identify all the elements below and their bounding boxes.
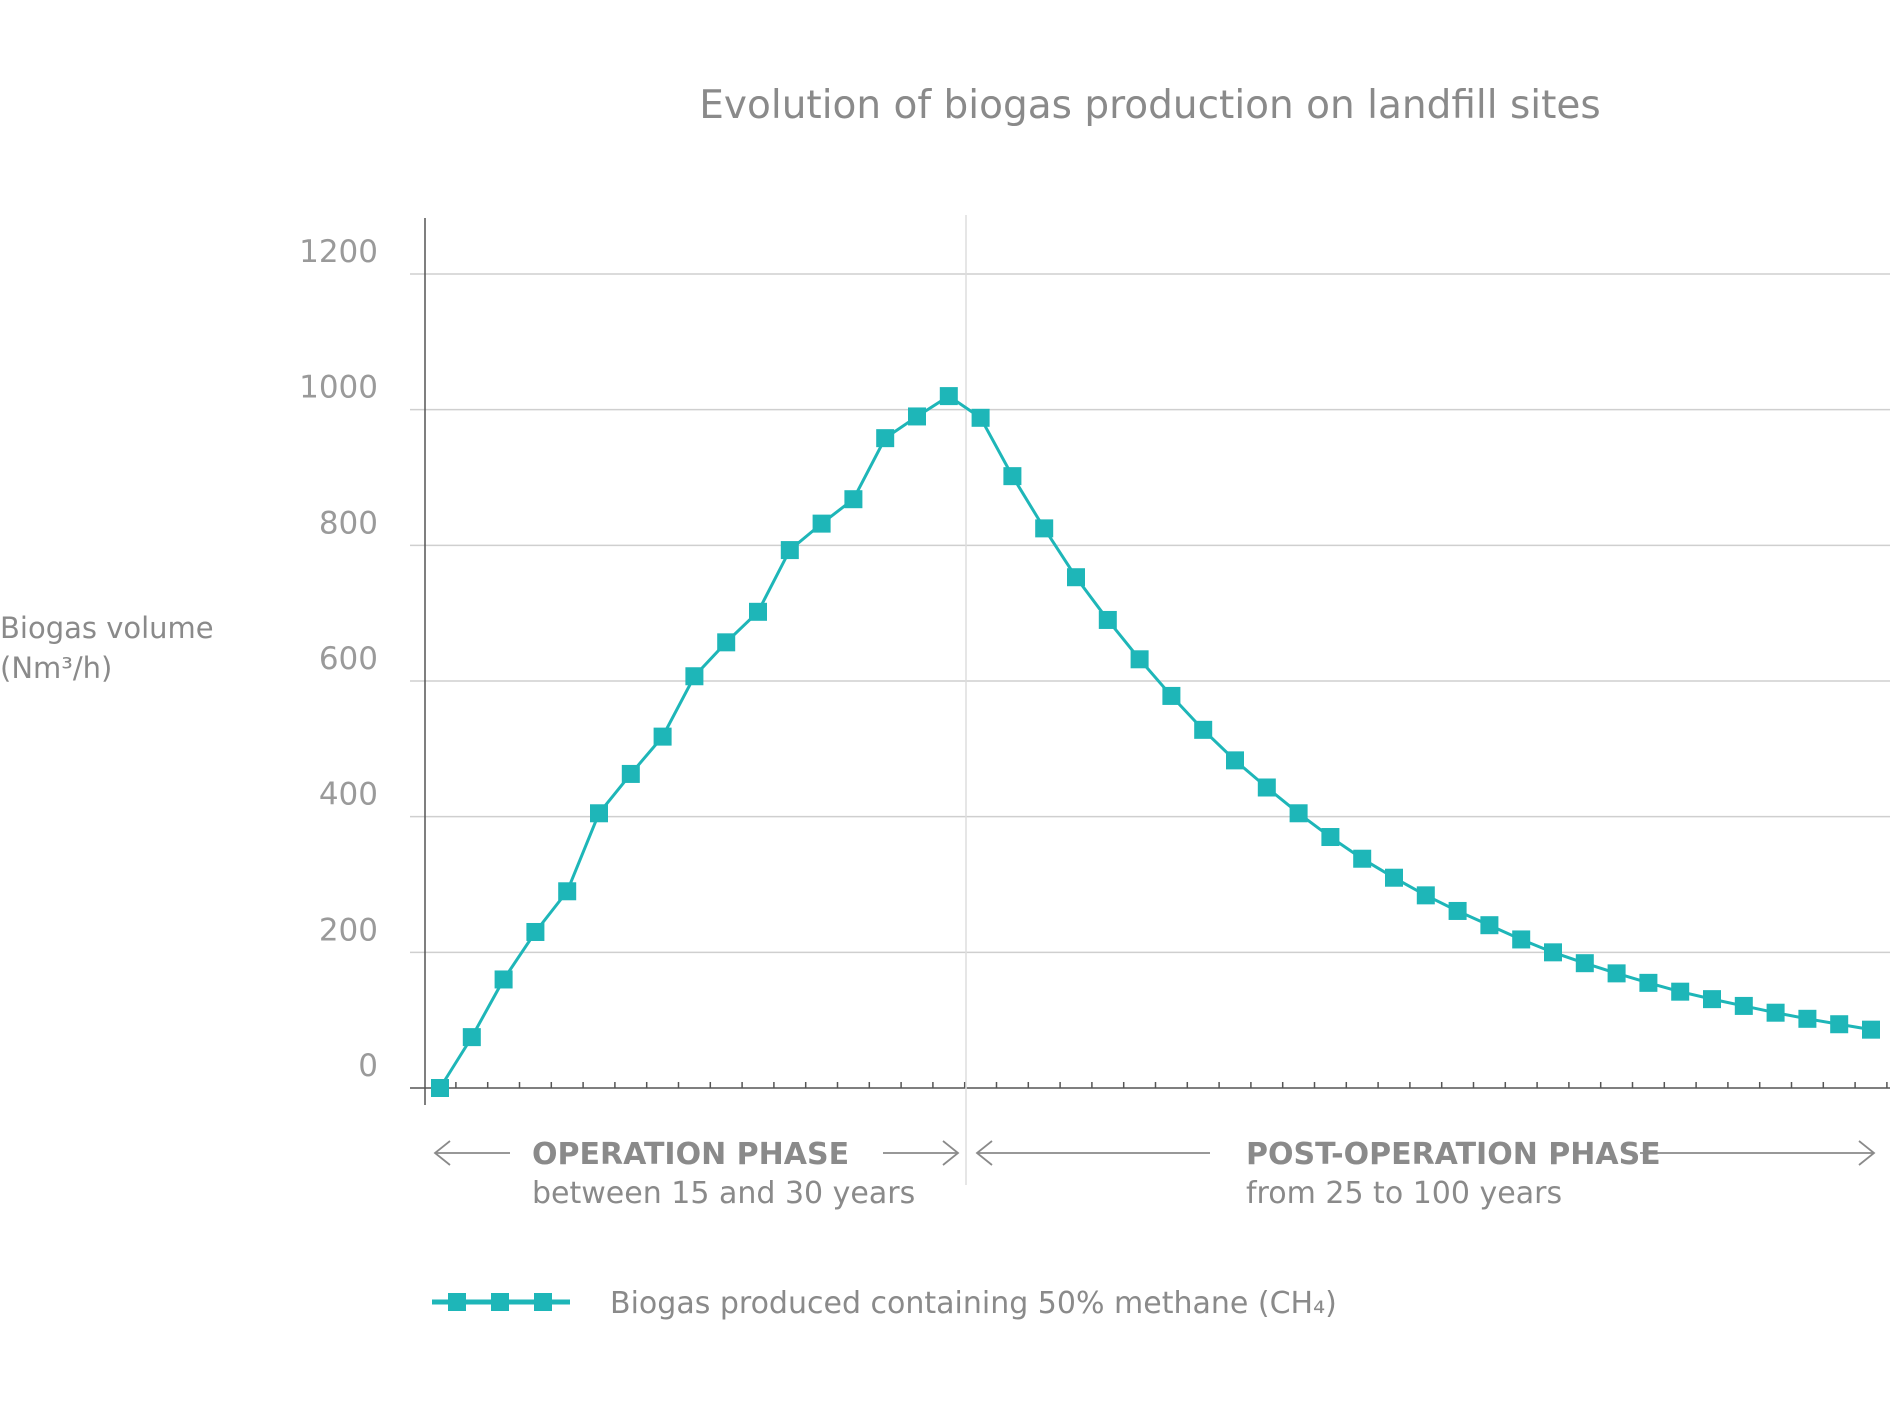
data-point bbox=[1162, 686, 1181, 705]
chart-title: Evolution of biogas production on landfi… bbox=[699, 83, 1600, 128]
data-point bbox=[780, 541, 799, 560]
operation-phase-title: OPERATION PHASE bbox=[532, 1137, 849, 1172]
data-point bbox=[1067, 568, 1085, 587]
y-axis-label-line2: (Nm³/h) bbox=[0, 651, 112, 685]
data-point bbox=[717, 633, 736, 652]
data-point bbox=[1289, 804, 1308, 823]
data-point bbox=[1035, 519, 1054, 538]
data-point bbox=[685, 667, 704, 686]
data-point bbox=[653, 727, 672, 746]
data-point bbox=[812, 514, 831, 533]
operation-phase-subtitle: between 15 and 30 years bbox=[532, 1176, 915, 1211]
data-point bbox=[526, 922, 545, 941]
data-point bbox=[1512, 930, 1531, 949]
x-axis-ticks bbox=[455, 1082, 1888, 1088]
y-tick-label: 1000 bbox=[299, 370, 378, 406]
operation-right-arrowhead bbox=[942, 1140, 960, 1166]
series-line bbox=[438, 394, 1872, 1089]
gridlines bbox=[410, 273, 1890, 954]
data-point bbox=[876, 429, 895, 448]
data-point bbox=[1607, 964, 1626, 983]
data-point bbox=[1321, 828, 1340, 847]
data-point bbox=[1862, 1020, 1880, 1039]
data-point bbox=[1416, 886, 1435, 905]
data-point bbox=[1226, 751, 1244, 770]
y-tick-label: 800 bbox=[319, 505, 378, 541]
post-operation-phase-subtitle: from 25 to 100 years bbox=[1246, 1176, 1562, 1211]
data-point bbox=[1734, 996, 1753, 1015]
data-point bbox=[1003, 467, 1022, 486]
post-operation-left-arrowhead bbox=[975, 1140, 993, 1166]
data-point bbox=[939, 387, 958, 406]
y-tick-label: 0 bbox=[358, 1048, 378, 1084]
data-point bbox=[1448, 901, 1467, 920]
data-point bbox=[590, 804, 608, 823]
data-point bbox=[1353, 849, 1372, 868]
data-point bbox=[1385, 868, 1403, 887]
data-point bbox=[494, 970, 513, 989]
data-point bbox=[462, 1028, 481, 1047]
y-tick-label: 200 bbox=[319, 912, 378, 948]
data-point bbox=[1194, 720, 1213, 739]
data-point bbox=[621, 764, 640, 783]
data-point bbox=[1098, 610, 1117, 629]
data-point bbox=[1575, 954, 1594, 973]
data-point bbox=[1130, 650, 1149, 669]
data-point bbox=[1703, 990, 1721, 1009]
legend-marker bbox=[491, 1293, 509, 1311]
legend-label: Biogas produced containing 50% methane (… bbox=[610, 1286, 1337, 1321]
data-point bbox=[431, 1079, 449, 1097]
data-point bbox=[1257, 778, 1276, 797]
data-point bbox=[1830, 1015, 1849, 1034]
data-point bbox=[558, 882, 577, 901]
legend: Biogas produced containing 50% methane (… bbox=[432, 1286, 1337, 1321]
legend-marker bbox=[534, 1293, 552, 1311]
data-point bbox=[844, 490, 863, 509]
y-tick-label: 600 bbox=[319, 641, 378, 677]
post-operation-phase-title: POST-OPERATION PHASE bbox=[1246, 1137, 1661, 1172]
data-point bbox=[1671, 982, 1690, 1001]
data-point bbox=[1480, 916, 1499, 935]
y-axis-label-line1: Biogas volume bbox=[0, 611, 214, 645]
post-operation-phase-annotation: POST-OPERATION PHASE from 25 to 100 year… bbox=[975, 1137, 1876, 1211]
y-tick-label: 400 bbox=[319, 777, 378, 813]
data-point bbox=[1544, 943, 1562, 962]
data-point bbox=[1798, 1009, 1817, 1028]
data-point bbox=[749, 602, 767, 621]
y-tick-label: 1200 bbox=[299, 234, 378, 270]
data-point bbox=[1639, 973, 1658, 992]
operation-left-arrowhead bbox=[433, 1140, 451, 1166]
y-tick-labels: 0 200 400 600 800 1000 1200 bbox=[299, 234, 378, 1084]
operation-phase-annotation: OPERATION PHASE between 15 and 30 years bbox=[433, 1137, 960, 1211]
legend-marker bbox=[448, 1293, 466, 1311]
data-point bbox=[908, 407, 926, 426]
data-point bbox=[1766, 1003, 1785, 1022]
series-biogas bbox=[431, 387, 1880, 1097]
data-point bbox=[971, 408, 990, 427]
post-operation-right-arrowhead bbox=[1858, 1140, 1876, 1166]
